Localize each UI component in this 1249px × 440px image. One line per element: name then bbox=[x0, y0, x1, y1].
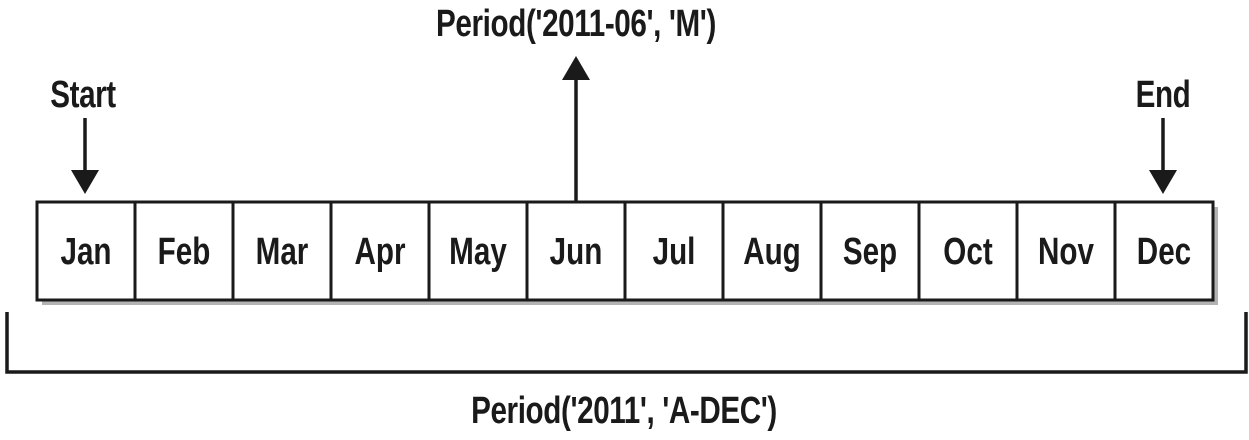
month-label: Apr bbox=[354, 231, 405, 273]
month-label: Nov bbox=[1038, 231, 1094, 273]
start-arrow bbox=[71, 118, 99, 194]
month-cell-sep: Sep bbox=[819, 202, 897, 300]
month-cells: Jan Feb Mar Apr May Jun Jul Aug Sep Oct Nov Dec bbox=[60, 202, 1191, 300]
month-cell-jan: Jan bbox=[60, 231, 111, 273]
month-label: Sep bbox=[843, 231, 897, 273]
month-label: Mar bbox=[256, 231, 309, 273]
start-label: Start bbox=[50, 74, 116, 116]
annual-period-label: Period('2011', 'A-DEC') bbox=[471, 390, 777, 432]
month-cell-feb: Feb bbox=[133, 202, 211, 300]
end-label: End bbox=[1135, 74, 1191, 116]
month-label: Jun bbox=[550, 231, 603, 273]
month-label: May bbox=[449, 231, 507, 273]
month-cell-aug: Aug bbox=[721, 202, 801, 300]
month-cell-apr: Apr bbox=[329, 202, 406, 300]
month-cell-nov: Nov bbox=[1015, 202, 1094, 300]
month-cell-mar: Mar bbox=[231, 202, 309, 300]
month-cell-dec: Dec bbox=[1113, 202, 1191, 300]
month-label: Oct bbox=[943, 231, 992, 273]
month-label: Jul bbox=[653, 231, 696, 273]
month-label: Jan bbox=[60, 231, 111, 273]
month-cell-may: May bbox=[427, 202, 507, 300]
month-cell-oct: Oct bbox=[917, 202, 993, 300]
month-period-label: Period('2011-06', 'M') bbox=[436, 3, 716, 45]
month-cell-jun: Jun bbox=[525, 202, 603, 300]
month-period-arrow bbox=[562, 56, 590, 202]
annual-bracket bbox=[5, 312, 1248, 374]
month-label: Dec bbox=[1137, 231, 1191, 273]
month-label: Feb bbox=[158, 231, 211, 273]
month-label: Aug bbox=[743, 231, 801, 273]
end-arrow bbox=[1149, 118, 1177, 194]
month-cell-jul: Jul bbox=[623, 202, 696, 300]
